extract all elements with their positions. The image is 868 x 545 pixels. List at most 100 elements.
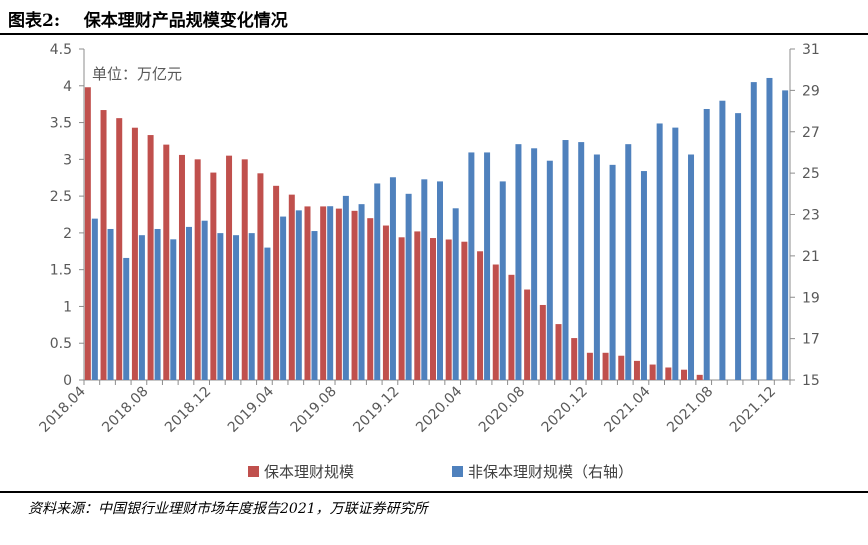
x-tick-label: 2018.12	[162, 384, 214, 436]
bar-baoben	[382, 225, 389, 380]
bar-feibaoben	[688, 154, 695, 380]
bar-feibaoben	[280, 216, 287, 380]
x-tick-label: 2020.08	[476, 384, 528, 436]
bar-baoben	[163, 144, 170, 380]
figure-title: 图表2: 保本理财产品规模变化情况	[8, 11, 288, 31]
bar-baoben	[84, 87, 91, 380]
y-left-tick-label: 4	[63, 79, 72, 95]
bar-feibaoben	[672, 127, 679, 380]
bar-feibaoben	[107, 228, 114, 380]
bar-baoben	[304, 206, 311, 380]
bar-baoben	[241, 159, 248, 380]
source-note: 资料来源：中国银行业理财市场年度报告2021，万联证券研究所	[28, 501, 428, 517]
bar-baoben	[586, 352, 593, 380]
bar-feibaoben	[311, 231, 318, 380]
bar-feibaoben	[154, 228, 161, 380]
legend-label-feibaoben: 非保本理财规模（右轴）	[468, 463, 633, 481]
y-left-tick-label: 4.5	[50, 42, 72, 58]
bar-feibaoben	[515, 144, 522, 380]
bar-feibaoben	[719, 100, 726, 380]
bar-feibaoben	[264, 247, 271, 380]
bar-baoben	[100, 110, 107, 380]
bar-feibaoben	[217, 233, 224, 380]
x-tick-label: 2021.08	[664, 384, 716, 436]
y-left-tick-label: 2.5	[50, 189, 72, 205]
bar-baoben	[367, 218, 374, 380]
bar-baoben	[226, 155, 233, 380]
bar-baoben	[555, 324, 562, 380]
y-left-tick-label: 1	[63, 299, 72, 315]
bar-baoben	[633, 360, 640, 380]
bar-baoben	[131, 127, 138, 381]
bar-baoben	[210, 172, 217, 380]
bar-baoben	[665, 367, 672, 380]
bar-baoben	[273, 185, 280, 380]
bar-feibaoben	[640, 171, 647, 380]
bar-feibaoben	[593, 154, 600, 380]
y-left-tick-label: 3	[63, 152, 72, 168]
bar-baoben	[320, 206, 327, 380]
x-tick-label: 2019.08	[288, 384, 340, 436]
y-right-tick-label: 25	[802, 166, 820, 182]
y-left-tick-label: 0.5	[50, 336, 72, 352]
y-right-tick-label: 19	[802, 290, 820, 306]
bar-feibaoben	[578, 142, 585, 380]
bar-baoben	[696, 374, 703, 380]
bar-baoben	[147, 135, 154, 380]
bar-feibaoben	[484, 152, 491, 380]
bar-feibaoben	[782, 90, 789, 380]
y-left-tick-label: 1.5	[50, 263, 72, 279]
bar-feibaoben	[358, 204, 365, 380]
bar-feibaoben	[185, 226, 192, 380]
x-tick-label: 2018.08	[99, 384, 151, 436]
bar-feibaoben	[468, 152, 475, 380]
bar-baoben	[194, 159, 201, 380]
y-right-tick-label: 21	[802, 249, 820, 265]
bar-baoben	[116, 118, 123, 381]
bar-feibaoben	[625, 144, 632, 380]
bar-feibaoben	[750, 82, 757, 380]
bar-feibaoben	[201, 220, 208, 380]
bar-feibaoben	[170, 239, 177, 380]
y-right-tick-label: 23	[802, 208, 820, 224]
bar-baoben	[351, 210, 358, 380]
bar-baoben	[681, 369, 688, 380]
bar-baoben	[492, 264, 499, 380]
bar-feibaoben	[499, 181, 506, 380]
bar-feibaoben	[374, 183, 381, 380]
bar-feibaoben	[327, 206, 334, 380]
bar-feibaoben	[562, 140, 569, 380]
x-tick-label: 2021.12	[727, 384, 779, 436]
source-rule	[0, 491, 868, 493]
bar-baoben	[571, 338, 578, 380]
bar-feibaoben	[437, 181, 443, 380]
bar-feibaoben	[405, 193, 412, 380]
bar-baoben	[430, 238, 436, 380]
bar-feibaoben	[703, 108, 710, 381]
bar-feibaoben	[233, 235, 240, 380]
bar-baoben	[618, 355, 625, 380]
bar-feibaoben	[452, 208, 459, 380]
y-left-tick-label: 0	[63, 373, 72, 389]
bar-feibaoben	[123, 257, 130, 380]
legend-swatch-baoben	[248, 466, 259, 477]
x-tick-label: 2020.04	[413, 383, 465, 435]
bar-baoben	[288, 194, 295, 380]
bar-baoben	[524, 289, 531, 380]
y-left-tick-label: 3.5	[50, 116, 72, 132]
bar-baoben	[257, 173, 264, 380]
y-right-tick-label: 27	[802, 125, 820, 141]
title-rule	[0, 33, 868, 35]
bar-feibaoben	[735, 113, 742, 380]
y-right-tick-label: 29	[802, 83, 820, 99]
bar-baoben	[539, 304, 546, 380]
bar-feibaoben	[295, 210, 302, 380]
bar-feibaoben	[389, 177, 396, 380]
bar-baoben	[445, 239, 452, 380]
bar-baoben	[461, 241, 468, 380]
bar-feibaoben	[609, 164, 616, 380]
y-right-tick-label: 15	[802, 373, 820, 389]
bar-baoben	[649, 364, 656, 380]
bar-baoben	[398, 237, 405, 380]
x-tick-label: 2020.12	[539, 384, 591, 436]
